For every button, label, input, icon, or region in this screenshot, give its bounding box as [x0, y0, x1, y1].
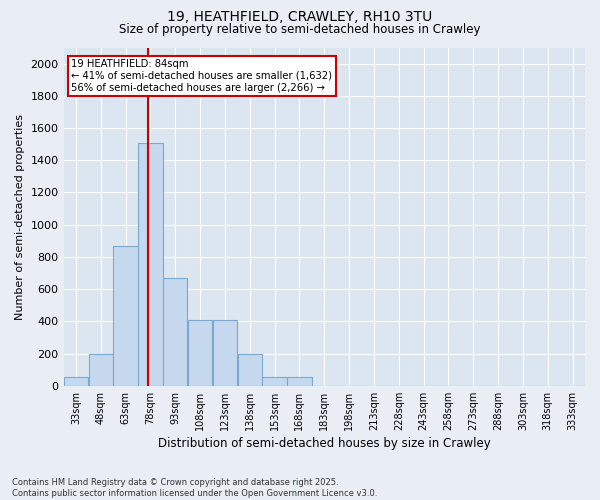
X-axis label: Distribution of semi-detached houses by size in Crawley: Distribution of semi-detached houses by … [158, 437, 491, 450]
Text: 19 HEATHFIELD: 84sqm
← 41% of semi-detached houses are smaller (1,632)
56% of se: 19 HEATHFIELD: 84sqm ← 41% of semi-detac… [71, 60, 332, 92]
Bar [287, 377, 311, 386]
Bar [89, 354, 113, 386]
Bar [64, 377, 88, 386]
Bar [188, 320, 212, 386]
Text: Size of property relative to semi-detached houses in Crawley: Size of property relative to semi-detach… [119, 22, 481, 36]
Text: Contains HM Land Registry data © Crown copyright and database right 2025.
Contai: Contains HM Land Registry data © Crown c… [12, 478, 377, 498]
Bar [262, 377, 287, 386]
Bar [238, 354, 262, 386]
Text: 19, HEATHFIELD, CRAWLEY, RH10 3TU: 19, HEATHFIELD, CRAWLEY, RH10 3TU [167, 10, 433, 24]
Bar [113, 246, 138, 386]
Y-axis label: Number of semi-detached properties: Number of semi-detached properties [15, 114, 25, 320]
Bar [138, 142, 163, 386]
Bar [213, 320, 237, 386]
Bar [163, 278, 187, 386]
